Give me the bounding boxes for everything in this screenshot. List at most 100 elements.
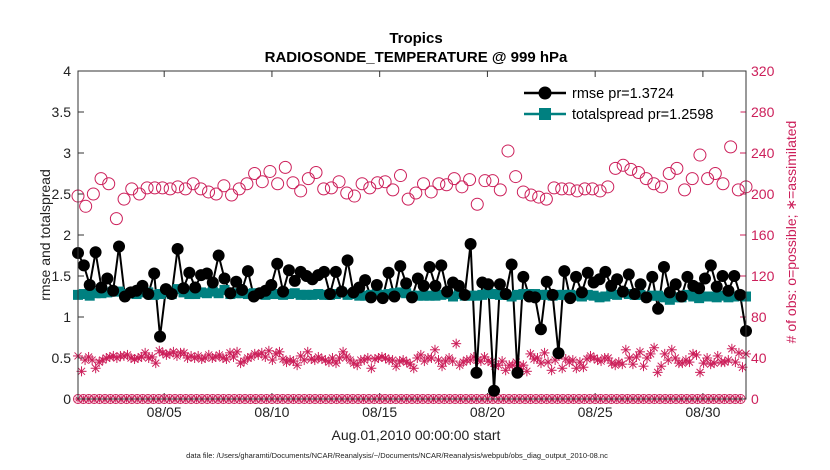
- obs-possible-marker: [708, 167, 722, 180]
- asterisk-stroke: [576, 358, 584, 366]
- totalspread-marker: [219, 284, 230, 295]
- obs-assimilated-marker: [652, 367, 663, 378]
- rmse-marker: [575, 286, 588, 299]
- totalspread-marker: [307, 289, 318, 300]
- asterisk-stroke: [431, 345, 439, 354]
- rmse-marker: [698, 272, 711, 285]
- obs-possible-marker: [593, 184, 607, 198]
- obs-possible-marker: [271, 177, 285, 191]
- obs-possible-marker: [209, 187, 223, 201]
- asterisk-stroke: [696, 368, 704, 377]
- rmse-marker: [423, 260, 436, 273]
- x-tick-label: 08/30: [685, 404, 720, 420]
- obs-possible-marker: [724, 140, 738, 154]
- y-tick-label-left: 4: [63, 63, 71, 79]
- rmse-marker: [611, 273, 624, 286]
- asterisk-stroke: [367, 364, 376, 373]
- totalspread-marker: [295, 289, 306, 300]
- rmse-marker: [616, 285, 629, 298]
- obs-assimilated-marker: [447, 356, 458, 367]
- asterisk-stroke: [558, 364, 567, 373]
- rmse-marker: [224, 287, 237, 300]
- totalspread-marker: [424, 290, 435, 301]
- obs-possible-marker: [202, 185, 216, 199]
- rmse-marker: [488, 384, 501, 397]
- asterisk-stroke: [169, 347, 178, 356]
- asterisk-stroke: [151, 359, 160, 367]
- asterisk-stroke: [378, 353, 386, 361]
- obs-possible-marker: [309, 165, 323, 179]
- rmse-marker: [113, 240, 126, 253]
- obs-assimilated-marker: [649, 342, 660, 353]
- asterisk-stroke: [250, 350, 259, 358]
- asterisk-stroke: [293, 361, 301, 370]
- x-tick-label: 08/25: [578, 404, 613, 420]
- asterisk-stroke: [590, 354, 598, 362]
- asterisk-stroke: [158, 349, 167, 357]
- x-tick-label: 08/10: [254, 404, 289, 420]
- asterisk-stroke: [434, 356, 443, 364]
- obs-possible-marker: [570, 184, 584, 198]
- totalspread-marker: [190, 289, 201, 300]
- obs-possible-marker: [240, 177, 254, 191]
- asterisk-stroke: [689, 350, 697, 358]
- y-tick-label-left: 2: [63, 227, 71, 243]
- y-tick-label-left: 3: [63, 145, 71, 161]
- asterisk-stroke: [632, 353, 641, 361]
- rmse-marker: [282, 264, 295, 277]
- rmse-marker: [341, 254, 354, 267]
- totalspread-marker: [658, 292, 669, 303]
- obs-possible-marker: [186, 177, 200, 191]
- rmse-marker: [323, 288, 336, 301]
- obs-possible-marker: [578, 182, 592, 196]
- obs-possible-marker: [501, 144, 515, 158]
- totalspread-marker: [272, 289, 283, 300]
- rmse-marker: [154, 330, 167, 343]
- asterisk-stroke: [141, 349, 150, 357]
- rmse-marker: [95, 281, 108, 294]
- obs-assimilated-marker: [620, 344, 631, 355]
- obs-assimilated-marker: [670, 353, 681, 363]
- asterisk-stroke: [625, 354, 634, 362]
- obs-possible-marker: [409, 186, 423, 200]
- obs-possible-marker: [355, 177, 369, 191]
- obs-possible-marker: [117, 192, 131, 206]
- axis-ticks: 08/05 08/10 08/15 08/20 08/25 08/30 0 0.5 1 1.5 2 2…: [52, 63, 775, 420]
- obs-possible-marker: [678, 183, 692, 197]
- totalspread-marker: [647, 290, 658, 301]
- rmse-marker: [693, 282, 706, 295]
- totalspread-marker: [137, 287, 148, 298]
- rmse-marker: [716, 270, 729, 282]
- totalspread-marker: [588, 290, 599, 301]
- rmse-marker: [640, 291, 653, 304]
- asterisk-stroke: [540, 349, 549, 357]
- obs-possible-marker: [163, 182, 177, 196]
- asterisk-stroke: [91, 364, 100, 373]
- asterisk-stroke: [289, 357, 298, 365]
- obs-possible-marker: [478, 174, 492, 188]
- rmse-marker: [464, 238, 477, 251]
- obs-possible-marker: [662, 167, 676, 180]
- obs-assimilated-marker: [730, 357, 741, 368]
- obs-assimilated-marker: [709, 358, 720, 369]
- obs-possible-marker: [148, 181, 162, 195]
- obs-possible-marker: [616, 158, 630, 172]
- obs-assimilated-marker: [429, 344, 440, 355]
- rmse-marker: [364, 291, 377, 304]
- asterisk-stroke: [523, 367, 531, 376]
- rmse-marker: [400, 277, 413, 290]
- rmse-marker: [570, 270, 583, 283]
- obs-assimilated-marker: [733, 347, 744, 358]
- obs-assimilated-marker: [546, 365, 557, 376]
- asterisk-stroke: [653, 368, 662, 377]
- obs-assimilated-marker: [691, 349, 702, 360]
- obs-assimilated-marker: [645, 348, 656, 359]
- asterisk-stroke: [300, 356, 309, 364]
- totalspread-marker: [313, 289, 324, 300]
- obs-possible-marker: [432, 177, 446, 191]
- asterisk-stroke: [314, 353, 323, 361]
- asterisk-stroke: [88, 356, 96, 364]
- asterisk-stroke: [501, 366, 510, 375]
- x-tick-label: 08/20: [470, 404, 505, 420]
- obs-assimilated-marker: [666, 344, 677, 355]
